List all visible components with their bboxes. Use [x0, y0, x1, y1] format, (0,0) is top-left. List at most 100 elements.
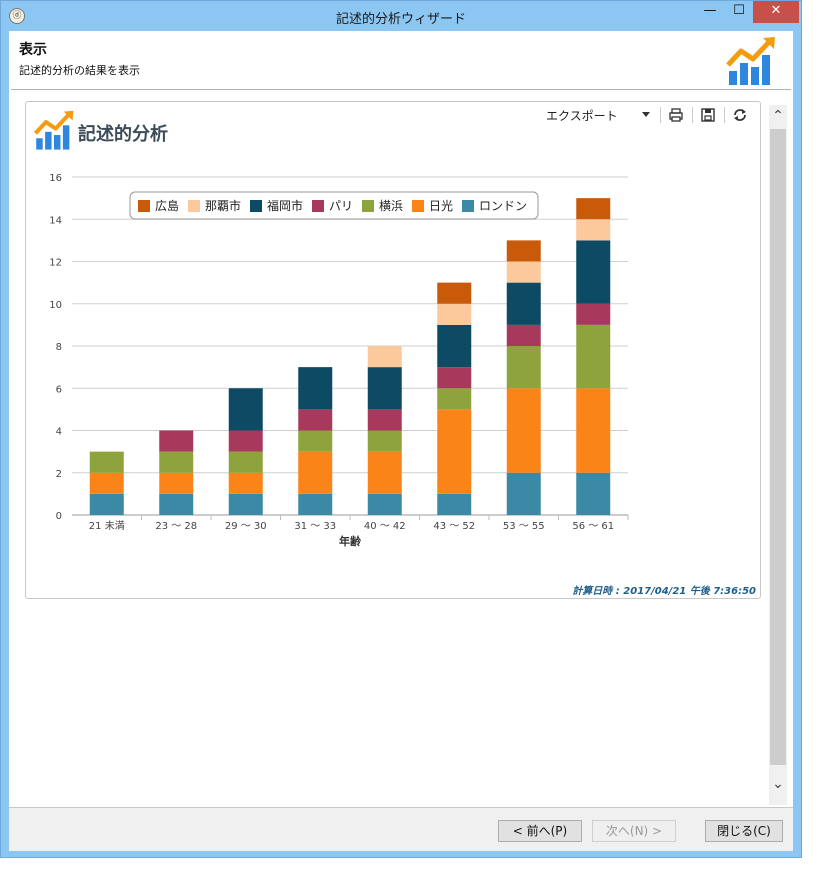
wizard-footer: < 前へ(P) 次へ(N) > 閉じる(C)	[9, 807, 793, 851]
legend-swatch	[312, 200, 324, 212]
wizard-header: 表示 記述的分析の結果を表示	[9, 31, 793, 89]
y-tick-label: 6	[56, 384, 62, 395]
bar-segment	[506, 240, 541, 262]
bar-segment	[298, 367, 333, 410]
chart-legend	[129, 191, 539, 220]
bar-segment	[506, 388, 541, 473]
export-dropdown[interactable]: エクスポート	[546, 109, 618, 123]
legend-label: 横浜	[379, 199, 403, 213]
y-tick-label: 2	[56, 469, 62, 480]
analysis-panel: 記述的分析 エクスポート	[25, 101, 761, 599]
bar-segment	[159, 493, 194, 515]
stacked-bar-chart: 0 2 4 6 8 10 12 14 16 21 未満 23 ～ 28 29 ～ 30 31 ～ 33 4…	[49, 173, 629, 548]
legend-label: 広島	[155, 198, 179, 213]
bar-segment	[506, 282, 541, 325]
bar-segment	[506, 261, 541, 283]
bar-segment	[228, 493, 263, 515]
scroll-down-icon[interactable]: ⌄	[772, 776, 784, 792]
y-tick-label: 8	[56, 342, 62, 353]
legend-label: 日光	[429, 199, 453, 213]
title-bar[interactable]: ⓓ 記述的分析ウィザード — ☐ ✕	[1, 1, 801, 31]
bar-segment	[367, 451, 402, 494]
x-tick-label: 21 未満	[89, 520, 125, 532]
bar-segment	[367, 409, 402, 431]
bar-segment	[228, 430, 263, 452]
wizard-client: 表示 記述的分析の結果を表示 記述的分析	[9, 31, 793, 851]
print-icon[interactable]	[668, 107, 684, 123]
bar-segment	[437, 367, 472, 389]
bar-segment	[506, 472, 541, 515]
bar-segment	[298, 430, 333, 452]
bar-segment	[89, 472, 124, 494]
bar-segment	[367, 430, 402, 452]
y-tick-label: 14	[49, 215, 62, 226]
minimize-button[interactable]: —	[703, 3, 717, 18]
bar-segment	[367, 346, 402, 368]
bar-segment	[159, 451, 194, 473]
bar-segment	[159, 472, 194, 494]
bar-segment	[228, 388, 263, 431]
bar-segment	[228, 451, 263, 473]
scrollbar-thumb[interactable]	[770, 129, 786, 765]
bar-segment	[367, 493, 402, 515]
close-button[interactable]: 閉じる(C)	[705, 820, 783, 842]
page-title: 表示	[19, 42, 47, 58]
toolbar-divider	[692, 107, 693, 123]
save-icon[interactable]	[700, 107, 716, 123]
bar-segment	[89, 493, 124, 515]
bar-segment	[298, 493, 333, 515]
legend-swatch	[138, 200, 150, 212]
header-divider	[11, 89, 791, 90]
close-window-button[interactable]: ✕	[753, 1, 799, 23]
next-button[interactable]: 次へ(N) >	[592, 820, 676, 842]
legend-label: 那覇市	[205, 198, 241, 213]
toolbar-divider	[660, 107, 661, 123]
x-tick-label: 56 ～ 61	[572, 521, 614, 532]
x-tick-label: 43 ～ 52	[433, 521, 475, 532]
vertical-scrollbar[interactable]: ⌃ ⌄	[769, 105, 787, 805]
legend-label: パリ	[329, 199, 353, 213]
bar-segment	[506, 346, 541, 389]
bar-segment	[298, 409, 333, 431]
bar-segment	[576, 198, 611, 220]
legend-swatch	[188, 200, 200, 212]
y-tick-label: 0	[56, 511, 62, 522]
legend-swatch	[462, 200, 474, 212]
legend-label: 福岡市	[267, 198, 303, 213]
legend-swatch	[250, 200, 262, 212]
bar-segment	[437, 493, 472, 515]
bar-segment	[437, 388, 472, 410]
previous-button[interactable]: < 前へ(P)	[498, 820, 582, 842]
bar-segment	[367, 367, 402, 410]
maximize-button[interactable]: ☐	[733, 3, 745, 18]
bar-segment	[506, 324, 541, 346]
y-tick-label: 12	[49, 258, 62, 269]
page-subtitle: 記述的分析の結果を表示	[19, 64, 140, 77]
legend-swatch	[362, 200, 374, 212]
x-tick-label: 53 ～ 55	[503, 521, 545, 532]
x-tick-label: 40 ～ 42	[364, 521, 406, 532]
legend-swatch	[412, 200, 424, 212]
window-title: 記述的分析ウィザード	[335, 12, 466, 27]
bar-segment	[576, 240, 611, 304]
y-tick-label: 16	[49, 173, 62, 184]
chevron-down-icon[interactable]	[642, 112, 650, 117]
panel-title: 記述的分析	[78, 124, 168, 145]
bar-segment	[89, 451, 124, 473]
bar-segment	[576, 219, 611, 241]
bar-segment	[437, 324, 472, 368]
bar-segment	[298, 451, 333, 494]
x-axis-title: 年齢	[339, 534, 362, 548]
bar-segment	[228, 472, 263, 494]
scroll-up-icon[interactable]: ⌃	[772, 108, 784, 124]
y-tick-label: 4	[56, 427, 62, 438]
calculation-timestamp: 計算日時 : 2017/04/21 午後 7:36:50	[572, 586, 756, 597]
app-icon: ⓓ	[9, 8, 25, 24]
bar-segment	[437, 409, 472, 494]
bar-segment	[576, 303, 611, 325]
bar-segment	[159, 430, 194, 452]
legend-label: ロンドン	[479, 199, 527, 213]
toolbar-divider	[724, 107, 725, 123]
x-tick-label: 31 ～ 33	[294, 521, 336, 532]
refresh-icon[interactable]	[732, 107, 748, 123]
